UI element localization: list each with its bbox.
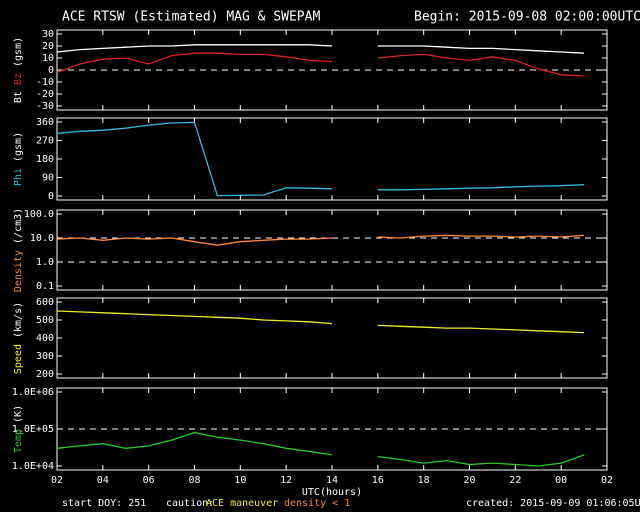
series-line: [56, 44, 585, 54]
y-tick-label: 20: [42, 41, 54, 52]
y-tick-label: 1.0E+06: [12, 387, 54, 398]
y-tick-label: 1.0E+04: [12, 461, 54, 472]
legend-entry: Speed: [13, 344, 24, 374]
legend-entry: Bz: [13, 73, 24, 85]
y-tick-label: 100.0: [24, 209, 54, 220]
y-tick-label: 1.0E+05: [12, 424, 54, 435]
y-tick-label: 600: [36, 297, 54, 308]
x-axis-label: UTC(hours): [302, 487, 362, 498]
x-tick-label: 02: [601, 475, 613, 486]
y-tick-label: 0.1: [36, 281, 54, 292]
y-tick-label: 90: [42, 173, 54, 184]
y-axis-unit: (gsm): [13, 132, 24, 162]
y-axis-label: Phi (gsm): [13, 132, 24, 186]
series-line: [56, 234, 585, 246]
y-tick-label: 30: [42, 29, 54, 40]
x-tick-label: 22: [509, 475, 521, 486]
y-tick-label: 360: [36, 117, 54, 128]
x-tick-label: 00: [555, 475, 567, 486]
x-tick-label: 20: [463, 475, 475, 486]
x-tick-label: 04: [97, 475, 109, 486]
density-note: density < 1: [284, 498, 350, 509]
y-axis-unit: (gsm): [13, 37, 24, 67]
legend-entry: Bt: [13, 91, 24, 103]
title: ACE RTSW (Estimated) MAG & SWEPAM: [62, 10, 320, 25]
y-tick-label: 200: [36, 369, 54, 380]
start-doy: start DOY: 251: [62, 498, 146, 509]
series-line: [56, 121, 585, 197]
legend-entry: Temp: [13, 429, 24, 453]
y-axis-label: Speed (km/s): [13, 302, 24, 374]
y-axis-unit: (/cm3): [13, 208, 24, 244]
x-tick-label: 02: [51, 475, 63, 486]
maneuver-note: ACE maneuver: [206, 498, 278, 509]
x-tick-label: 08: [188, 475, 200, 486]
series-line: [56, 52, 585, 77]
y-axis-unit: (km/s): [13, 302, 24, 338]
caution: caution:: [166, 498, 214, 509]
y-axis-label: Bt Bz (gsm): [13, 37, 24, 103]
y-tick-label: 10.0: [30, 233, 54, 244]
y-axis-label: Density (/cm3): [13, 208, 24, 292]
y-tick-label: 10: [42, 53, 54, 64]
y-axis-unit: (K): [13, 405, 24, 423]
y-tick-label: 300: [36, 351, 54, 362]
x-tick-label: 06: [143, 475, 155, 486]
series-line: [56, 431, 585, 467]
legend-entry: Phi: [13, 168, 24, 186]
y-tick-label: 180: [36, 154, 54, 165]
y-tick-label: 0: [48, 65, 54, 76]
y-tick-label: -30: [36, 101, 54, 112]
y-tick-label: -10: [36, 77, 54, 88]
y-tick-label: 500: [36, 315, 54, 326]
y-axis-label: Temp (K): [13, 405, 24, 453]
begin-time: Begin: 2015-09-08 02:00:00UTC: [414, 10, 640, 25]
y-tick-label: 1.0: [36, 257, 54, 268]
x-tick-label: 12: [280, 475, 292, 486]
x-tick-label: 10: [234, 475, 246, 486]
created: created: 2015-09-09 01:06:05UTC: [466, 498, 640, 509]
y-tick-label: 400: [36, 333, 54, 344]
legend-entry: Density: [13, 250, 24, 292]
x-tick-label: 14: [326, 475, 338, 486]
x-tick-label: 18: [418, 475, 430, 486]
y-tick-label: 270: [36, 136, 54, 147]
y-tick-label: 0: [48, 191, 54, 202]
x-tick-label: 16: [372, 475, 384, 486]
y-tick-label: -20: [36, 89, 54, 100]
series-line: [56, 310, 585, 334]
